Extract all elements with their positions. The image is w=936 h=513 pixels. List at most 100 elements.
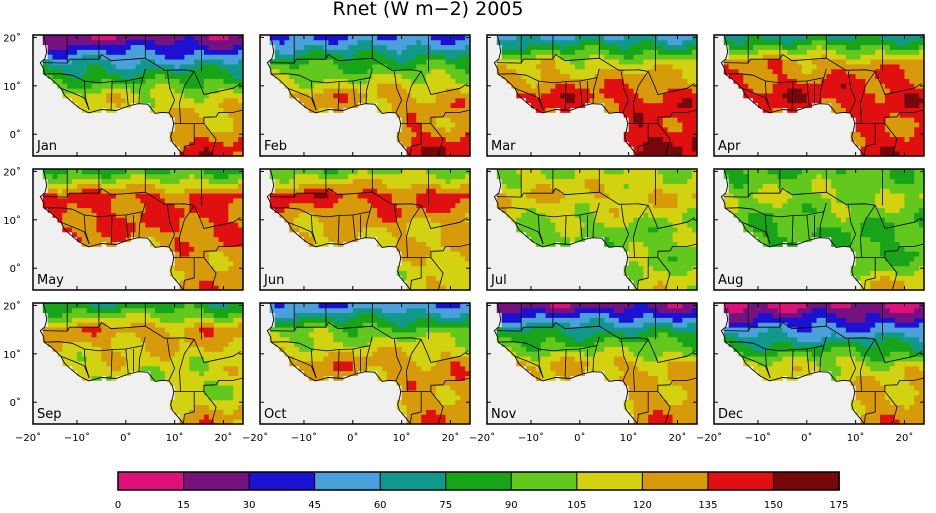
heat-cell <box>189 59 195 65</box>
heat-cell <box>150 183 156 189</box>
heat-cell <box>382 202 388 209</box>
heat-cell <box>174 212 180 218</box>
heat-cell <box>909 122 915 128</box>
heat-cell <box>362 73 368 79</box>
heat-cell <box>223 54 229 60</box>
heat-cell <box>899 59 905 65</box>
heat-cell <box>455 222 461 228</box>
heat-cell <box>465 78 470 84</box>
heat-cell <box>289 169 295 175</box>
heat-cell <box>159 207 166 213</box>
heat-cell <box>323 97 329 104</box>
heat-cell <box>889 83 896 89</box>
heat-cell <box>613 188 620 194</box>
heat-cell <box>618 97 625 104</box>
heat-cell <box>526 59 532 65</box>
heat-cell <box>411 83 417 89</box>
heat-cell <box>238 78 243 84</box>
country-border <box>138 211 144 238</box>
heat-cell <box>203 44 210 50</box>
heat-cell <box>352 49 359 55</box>
heat-cell <box>228 59 234 65</box>
heat-cell <box>367 88 373 94</box>
heat-cell <box>416 241 422 247</box>
heat-cell <box>604 207 610 213</box>
heat-cell <box>643 68 649 75</box>
heat-cell <box>174 131 180 138</box>
heat-cell <box>218 64 224 70</box>
heat-cell <box>914 39 920 46</box>
heat-cell <box>86 44 92 50</box>
heat-cell <box>81 222 88 228</box>
heat-cell <box>362 198 368 204</box>
heat-cell <box>116 102 122 108</box>
country-border <box>166 71 176 114</box>
heat-cell <box>530 198 537 204</box>
heat-cell <box>570 97 576 104</box>
heat-cell <box>555 169 561 175</box>
heat-cell <box>377 64 383 70</box>
heat-cell <box>657 122 664 128</box>
heat-cell <box>860 117 866 123</box>
heat-cell <box>870 117 876 123</box>
heat-cell <box>164 178 171 184</box>
heat-cell <box>416 112 422 118</box>
heat-cell <box>589 35 595 41</box>
heat-cell <box>411 88 417 94</box>
heat-cell <box>238 93 243 99</box>
heat-cell <box>194 126 200 133</box>
heat-cell <box>386 73 393 79</box>
heat-cell <box>430 227 437 233</box>
heat-cell <box>303 64 310 70</box>
heat-cell <box>86 73 92 79</box>
heat-cell <box>465 122 470 128</box>
heat-cell <box>367 35 373 41</box>
heat-cell <box>738 78 744 84</box>
heat-cell <box>284 49 290 55</box>
heat-cell <box>623 83 630 89</box>
heat-cell <box>223 285 229 290</box>
heat-cell <box>289 54 295 60</box>
heat-cell <box>545 188 551 194</box>
heat-cell <box>174 39 180 46</box>
heat-cell <box>594 83 600 89</box>
heat-cell <box>875 59 881 65</box>
heat-cell <box>208 256 215 262</box>
heat-cell <box>560 49 566 55</box>
heat-cell <box>208 44 215 50</box>
heat-cell <box>826 54 832 60</box>
heat-cell <box>884 122 891 128</box>
heat-cell <box>565 173 571 180</box>
heat-cell <box>880 122 886 128</box>
heat-cell <box>62 78 68 84</box>
heat-cell <box>899 117 905 123</box>
heat-cell <box>733 73 739 79</box>
heat-cell <box>47 73 53 79</box>
heat-cell <box>382 83 388 89</box>
heat-cell <box>338 169 344 175</box>
heat-cell <box>352 227 359 233</box>
heat-cell <box>303 193 310 199</box>
heat-cell <box>223 251 229 257</box>
heat-cell <box>338 236 344 242</box>
heat-cell <box>460 141 466 147</box>
heat-cell <box>401 39 407 46</box>
heat-cell <box>382 39 388 46</box>
heat-cell <box>797 64 803 70</box>
heat-cell <box>179 222 185 228</box>
heat-cell <box>648 151 654 156</box>
heat-cell <box>889 93 896 99</box>
heat-cell <box>455 178 461 184</box>
heat-cell <box>535 178 542 184</box>
heat-cell <box>565 49 571 55</box>
heat-cell <box>865 88 871 94</box>
heat-cell <box>159 35 166 41</box>
heat-cell <box>401 241 407 247</box>
heat-cell <box>357 169 363 175</box>
heat-cell <box>460 212 466 218</box>
panel-frame <box>486 34 698 157</box>
heat-cell <box>313 39 319 46</box>
heat-cell <box>284 64 290 70</box>
heat-cell <box>179 260 185 267</box>
heat-cell <box>604 173 610 180</box>
